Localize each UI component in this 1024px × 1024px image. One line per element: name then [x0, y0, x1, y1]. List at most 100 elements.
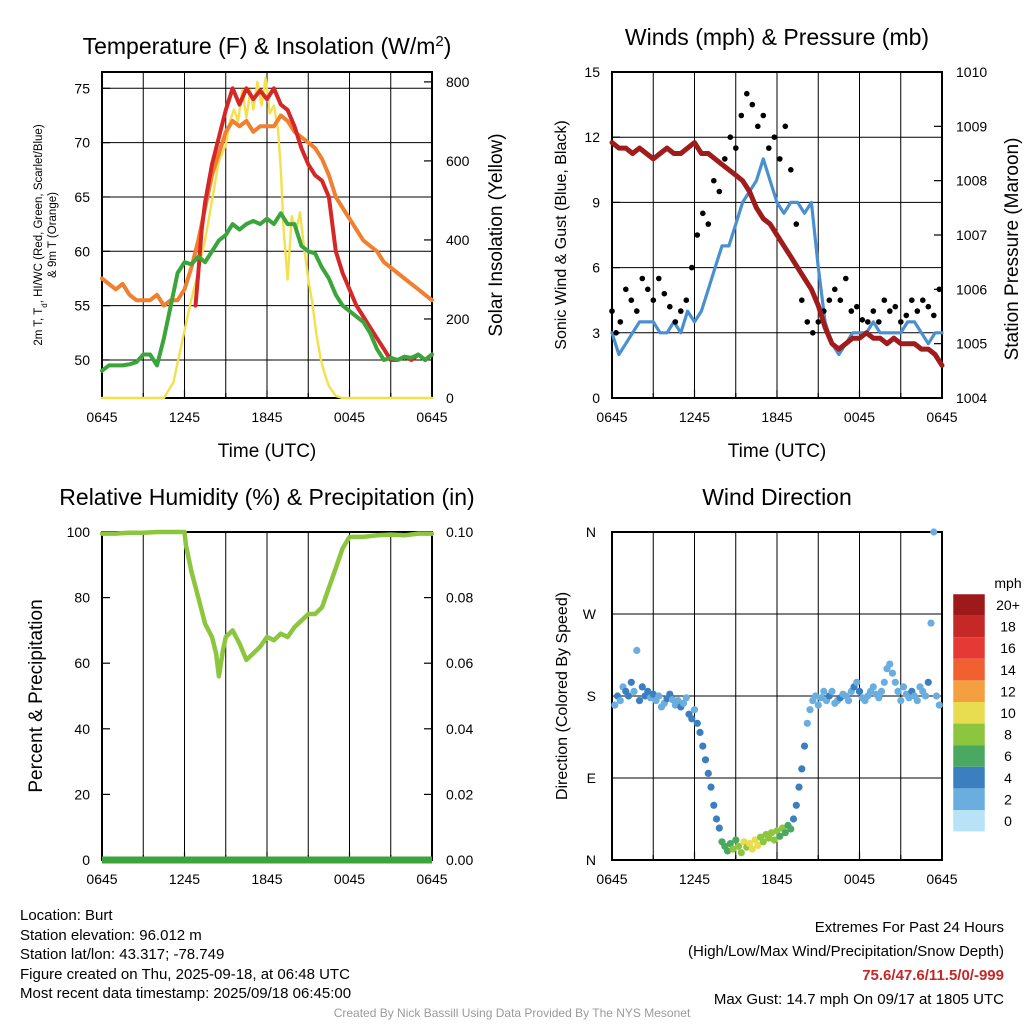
y-axis-tick-label: 0 — [82, 852, 90, 868]
direction-point — [616, 697, 624, 705]
y-axis-tick-label: 65 — [74, 189, 90, 205]
legend-label: 8 — [1004, 727, 1012, 743]
gust-point — [733, 145, 739, 151]
direction-point — [828, 687, 836, 696]
chart-title: Wind Direction — [702, 484, 852, 510]
y2-axis-tick-label: 1008 — [956, 173, 987, 189]
direction-point — [759, 838, 767, 846]
direction-point — [638, 683, 646, 691]
x-tick-label: 0045 — [844, 871, 875, 887]
legend-label: 16 — [1000, 640, 1016, 656]
direction-point — [624, 692, 633, 700]
series-temperature — [193, 86, 434, 362]
direction-point — [853, 678, 861, 686]
direction-point — [800, 742, 809, 750]
gust-point — [700, 210, 706, 217]
legend-swatch — [953, 594, 985, 616]
legend-swatch — [953, 745, 985, 767]
y-axis-label: 2m T, Td, HI/WC (Red, Green, Scarlet/Blu… — [33, 124, 49, 345]
y-axis-tick-label: 50 — [74, 352, 90, 368]
direction-point — [781, 829, 789, 837]
gust-point — [920, 297, 926, 304]
gust-point — [661, 290, 668, 297]
extremes-values: 75.6/47.6/11.5/0/-999 — [862, 967, 1004, 984]
gust-point — [815, 319, 822, 325]
direction-point — [633, 646, 641, 655]
y-axis-label: Sonic Wind & Gust (Blue, Black) — [553, 120, 570, 349]
gust-point — [766, 145, 772, 151]
direction-point — [682, 694, 690, 702]
legend-swatch — [953, 702, 985, 724]
y-axis-tick-label: S — [587, 688, 596, 704]
y-axis-label: Percent & Precipitation — [26, 599, 47, 792]
direction-point — [734, 842, 743, 850]
direction-point — [905, 694, 913, 702]
panel-3: 0645 1245 1845 0045 0645 0 0.00 20 0.02 40 0.04 60 0… — [26, 484, 475, 887]
gust-point — [628, 297, 635, 304]
x-tick-label: 0645 — [596, 409, 627, 425]
direction-point — [880, 678, 888, 686]
x-tick-label: 0645 — [416, 871, 447, 887]
gust-point — [925, 303, 932, 310]
chart-title: Winds (mph) & Pressure (mb) — [625, 24, 929, 50]
gust-point — [848, 308, 855, 314]
direction-point — [767, 829, 776, 837]
y2-axis-tick-label: 1007 — [956, 227, 987, 243]
gust-point — [623, 286, 629, 293]
direction-point — [751, 836, 759, 844]
direction-point — [855, 687, 864, 696]
x-tick-label: 0045 — [334, 871, 365, 887]
series-pressure — [609, 140, 945, 368]
legend-swatch — [953, 788, 985, 810]
series-relative-humidity — [99, 529, 435, 679]
recent-text: Most recent data timestamp: 2025/09/18 0… — [20, 985, 352, 1002]
legend-swatch — [953, 766, 985, 789]
gust-point — [793, 221, 800, 227]
x-tick-label: 1245 — [169, 409, 200, 425]
gust-point — [760, 112, 767, 119]
direction-point — [894, 687, 902, 696]
y-axis-tick-label: 20 — [74, 786, 90, 802]
series-dewpoint — [100, 211, 434, 373]
direction-point — [913, 697, 921, 705]
y-axis-tick-label: 60 — [74, 243, 90, 259]
x-tick-label: 0045 — [334, 409, 365, 425]
gust-point — [656, 275, 662, 282]
y2-axis-tick-label: 200 — [446, 311, 470, 327]
gust-point — [903, 312, 910, 319]
gust-point — [832, 286, 838, 293]
y2-axis-label: Solar Insolation (Yellow) — [486, 133, 507, 336]
direction-point — [745, 840, 754, 848]
gust-point — [683, 297, 690, 304]
x-tick-label: 1845 — [761, 871, 792, 887]
gust-point — [609, 308, 615, 314]
direction-point — [748, 845, 756, 853]
y2-axis-tick-label: 0.08 — [446, 590, 473, 606]
y-axis-tick-label: N — [586, 852, 596, 868]
direction-point — [754, 841, 762, 850]
y-axis-tick-label: 12 — [584, 129, 600, 145]
direction-point — [679, 699, 688, 707]
x-axis-label: Time (UTC) — [728, 441, 827, 462]
x-tick-label: 1845 — [251, 871, 282, 887]
extremes-info: Extremes For Past 24 Hours (High/Low/Max… — [688, 916, 1004, 1012]
gust-point — [744, 90, 750, 97]
y2-axis-tick-label: 0.00 — [446, 852, 473, 868]
y-axis-tick-label: 3 — [592, 325, 600, 341]
direction-point — [921, 692, 930, 700]
gust-point — [694, 232, 701, 238]
x-tick-label: 1845 — [251, 409, 282, 425]
y2-axis-tick-label: 800 — [446, 74, 470, 90]
gust-point — [639, 275, 646, 282]
direction-point — [674, 697, 682, 705]
gust-point — [859, 317, 866, 323]
gust-point — [617, 319, 624, 325]
y2-axis-label: Station Pressure (Maroon) — [1002, 138, 1023, 361]
y2-axis-tick-label: 400 — [446, 232, 470, 248]
chart-title: Relative Humidity (%) & Precipitation (i… — [59, 484, 474, 510]
y-axis-tick-label: E — [587, 770, 596, 786]
direction-point — [737, 849, 745, 857]
direction-point — [897, 697, 905, 705]
gust-point — [843, 275, 849, 282]
direction-point — [696, 728, 704, 737]
